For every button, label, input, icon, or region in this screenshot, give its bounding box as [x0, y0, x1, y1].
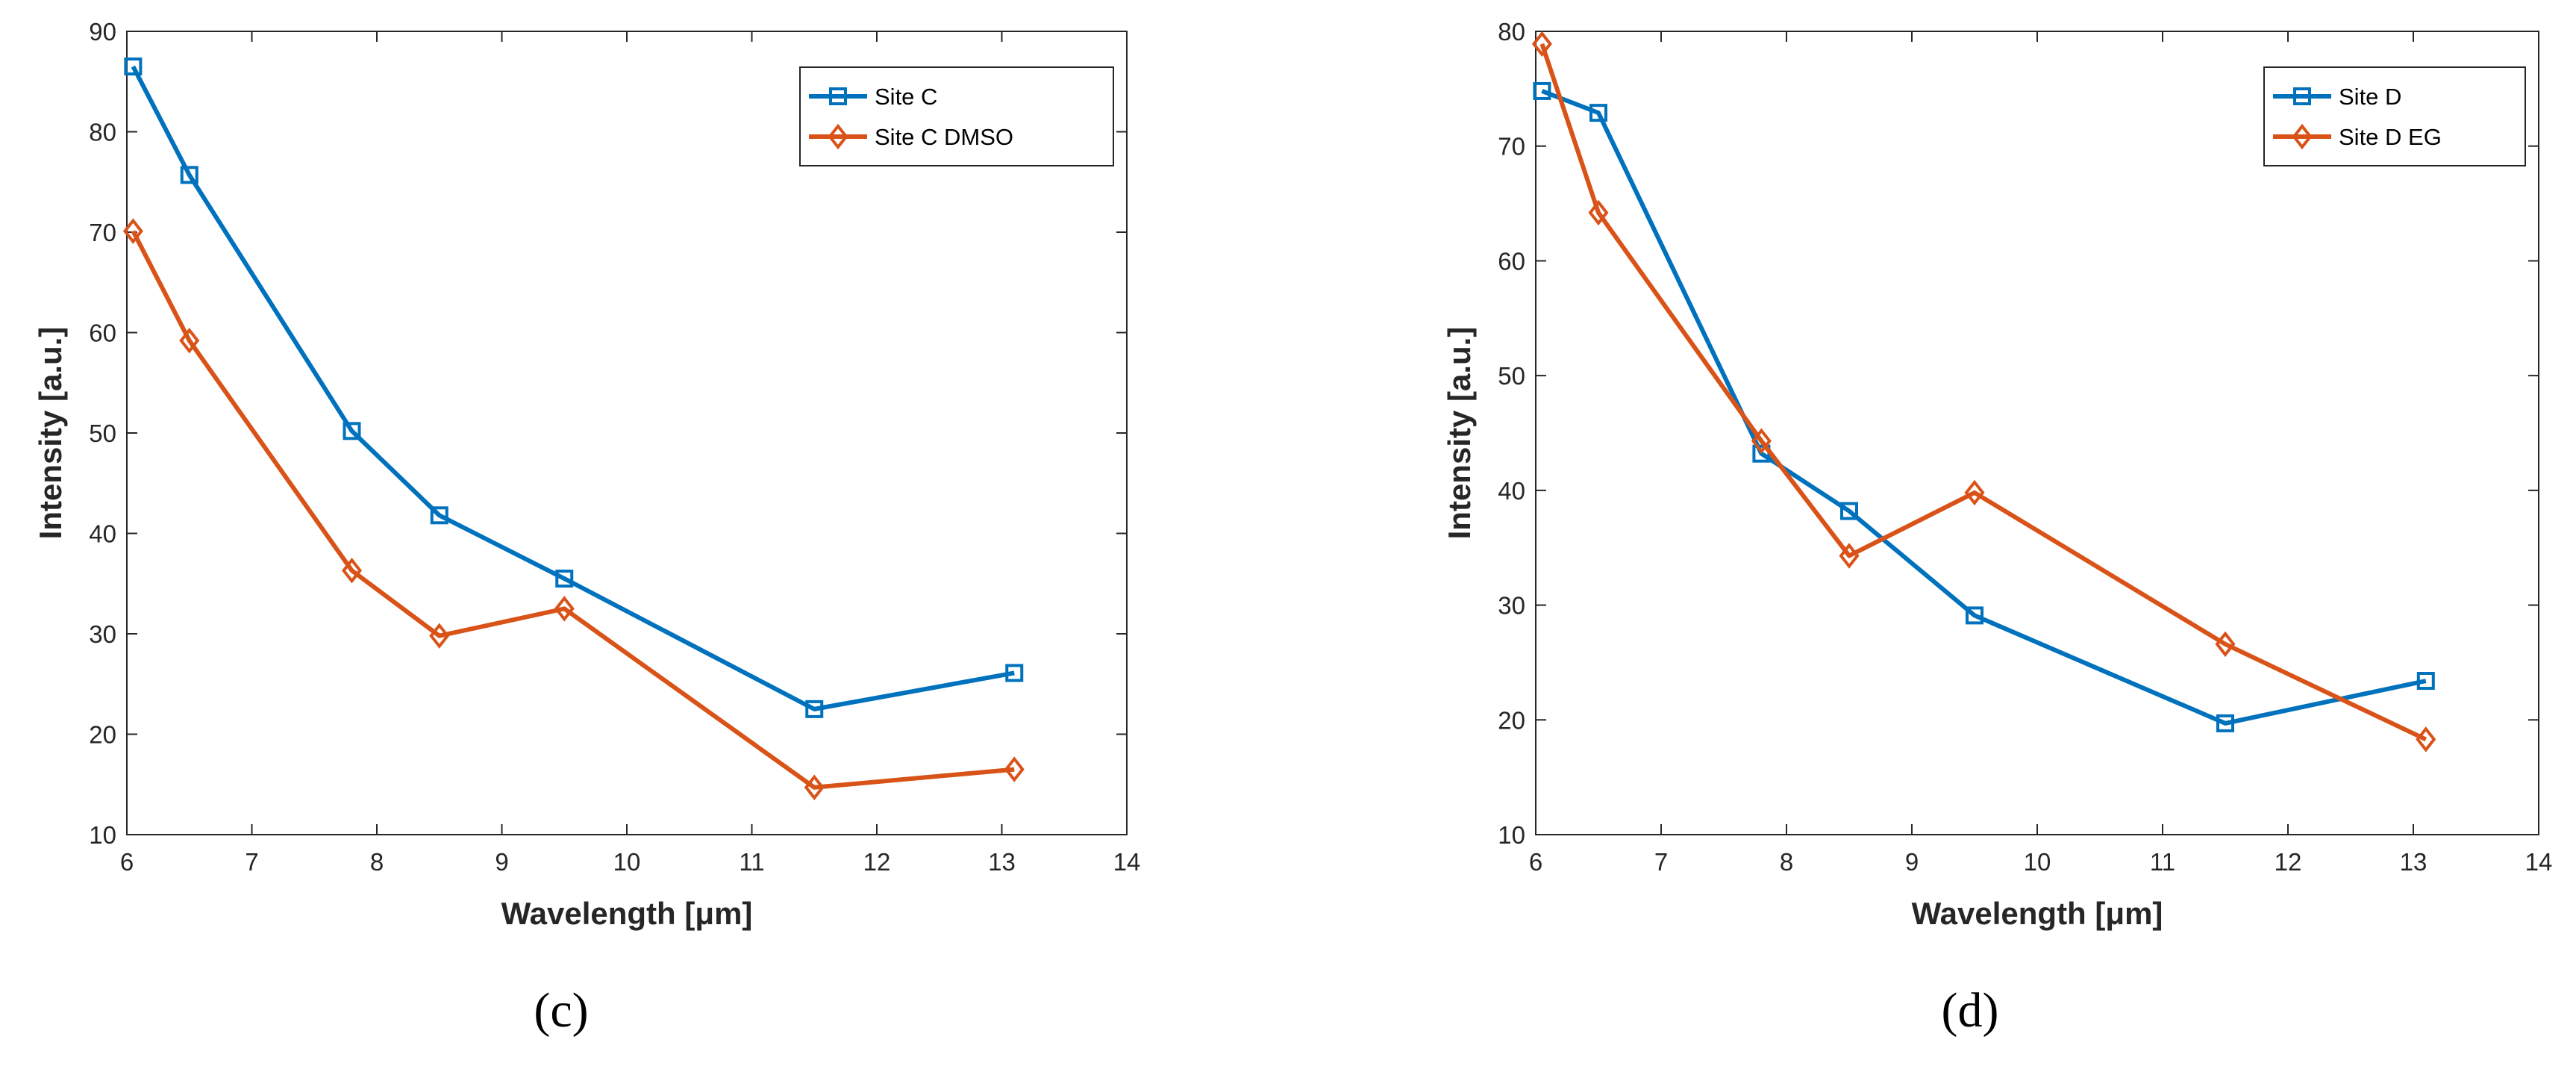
- y-axis-label: Intensity [a.u.]: [1442, 327, 1477, 540]
- x-tick-label: 13: [988, 848, 1016, 876]
- x-tick-label: 14: [1113, 848, 1141, 876]
- legend: [2263, 66, 2526, 166]
- x-tick-label: 7: [245, 848, 258, 876]
- y-tick-label: 60: [89, 320, 116, 347]
- data-point-square: [1589, 104, 1607, 122]
- y-tick-label: 80: [1498, 18, 1525, 46]
- legend-entry-label: Site D: [2339, 84, 2401, 110]
- series-line-site-c: [131, 65, 1015, 711]
- data-point-diamond: [804, 774, 825, 801]
- x-tick-label: 6: [1529, 848, 1542, 876]
- data-point-diamond: [554, 596, 575, 622]
- panel-label: (c): [534, 983, 588, 1038]
- x-tick-label: 6: [120, 848, 134, 876]
- x-tick-label: 12: [2275, 848, 2302, 876]
- y-tick-label: 90: [89, 18, 116, 46]
- data-point-square: [1533, 81, 1551, 100]
- x-tick-label: 8: [370, 848, 384, 876]
- x-tick-label: 9: [1905, 848, 1919, 876]
- x-tick-label: 10: [613, 848, 641, 876]
- x-axis-label: Wavelength [μm]: [501, 896, 753, 931]
- legend-marker-diamond: [2292, 123, 2313, 150]
- legend-marker-diamond: [828, 123, 848, 150]
- x-tick-label: 12: [863, 848, 891, 876]
- x-tick-label: 7: [1654, 848, 1668, 876]
- data-point-diamond: [341, 558, 363, 584]
- legend: [799, 66, 1114, 166]
- data-point-square: [555, 570, 574, 588]
- y-tick-label: 80: [89, 119, 116, 146]
- series-line-site-d-eg: [1539, 43, 2427, 742]
- x-tick-label: 14: [2525, 848, 2553, 876]
- y-tick-label: 70: [1498, 133, 1525, 161]
- data-point-diamond: [1531, 31, 1552, 57]
- y-tick-label: 60: [1498, 247, 1525, 275]
- legend-marker-square: [2293, 87, 2311, 105]
- data-point-square: [1966, 606, 1983, 625]
- data-point-diamond: [1839, 543, 1860, 569]
- data-point-square: [180, 166, 198, 184]
- series-line-site-c-dmso: [131, 230, 1015, 790]
- y-tick-label: 30: [1498, 592, 1525, 620]
- y-tick-label: 50: [1498, 362, 1525, 390]
- data-point-diamond: [1004, 756, 1025, 782]
- data-point-square: [343, 422, 361, 440]
- x-tick-label: 13: [2400, 848, 2427, 876]
- chart-panel-d: 6 7 8 9 10 11 12 13 14 10 20 30 40 50 60 70 80 Wavelength…: [1442, 18, 2552, 1038]
- panel-label: (d): [1942, 983, 1999, 1038]
- x-axis-label: Wavelength [μm]: [1912, 896, 2163, 931]
- data-point-square: [805, 700, 824, 718]
- x-tick-label: 11: [739, 848, 764, 876]
- y-tick-label: 10: [89, 821, 116, 849]
- y-tick-label: 40: [89, 520, 116, 548]
- y-tick-label: 20: [1498, 706, 1525, 734]
- data-point-diamond: [1964, 479, 1985, 506]
- y-tick-label: 10: [1498, 821, 1525, 849]
- chart-panel-c: 6 7 8 9 10 11 12 13 14 10 20 30 40 50 60 70 80 90 Waveleng…: [33, 18, 1140, 1038]
- data-point-diamond: [2215, 631, 2236, 658]
- x-tick-label: 8: [1780, 848, 1793, 876]
- data-point-diamond: [1588, 199, 1609, 226]
- data-point-square: [2216, 714, 2234, 732]
- data-point-square: [124, 57, 143, 76]
- y-tick-label: 50: [89, 420, 116, 447]
- data-point-square: [1005, 664, 1024, 682]
- data-point-diamond: [2416, 726, 2436, 753]
- x-tick-label: 11: [2150, 848, 2175, 876]
- series-line-site-d: [1541, 89, 2427, 726]
- legend-marker-square: [829, 87, 847, 105]
- data-point-square: [2416, 672, 2435, 691]
- data-point-diamond: [122, 218, 143, 244]
- y-tick-label: 40: [1498, 477, 1525, 505]
- legend-entry-label: Site C DMSO: [875, 124, 1013, 150]
- data-point-square: [430, 506, 448, 525]
- data-point-diamond: [1751, 428, 1772, 454]
- x-tick-label: 10: [2024, 848, 2051, 876]
- y-tick-label: 20: [89, 721, 116, 749]
- y-tick-label: 70: [89, 219, 116, 246]
- data-point-square: [1840, 502, 1858, 520]
- y-axis-label: Intensity [a.u.]: [33, 327, 68, 540]
- legend-entry-label: Site C: [875, 84, 937, 110]
- data-point-diamond: [179, 328, 200, 354]
- y-tick-label: 30: [89, 620, 116, 648]
- legend-entry-label: Site D EG: [2339, 124, 2442, 150]
- x-tick-label: 9: [495, 848, 508, 876]
- data-point-diamond: [429, 623, 450, 649]
